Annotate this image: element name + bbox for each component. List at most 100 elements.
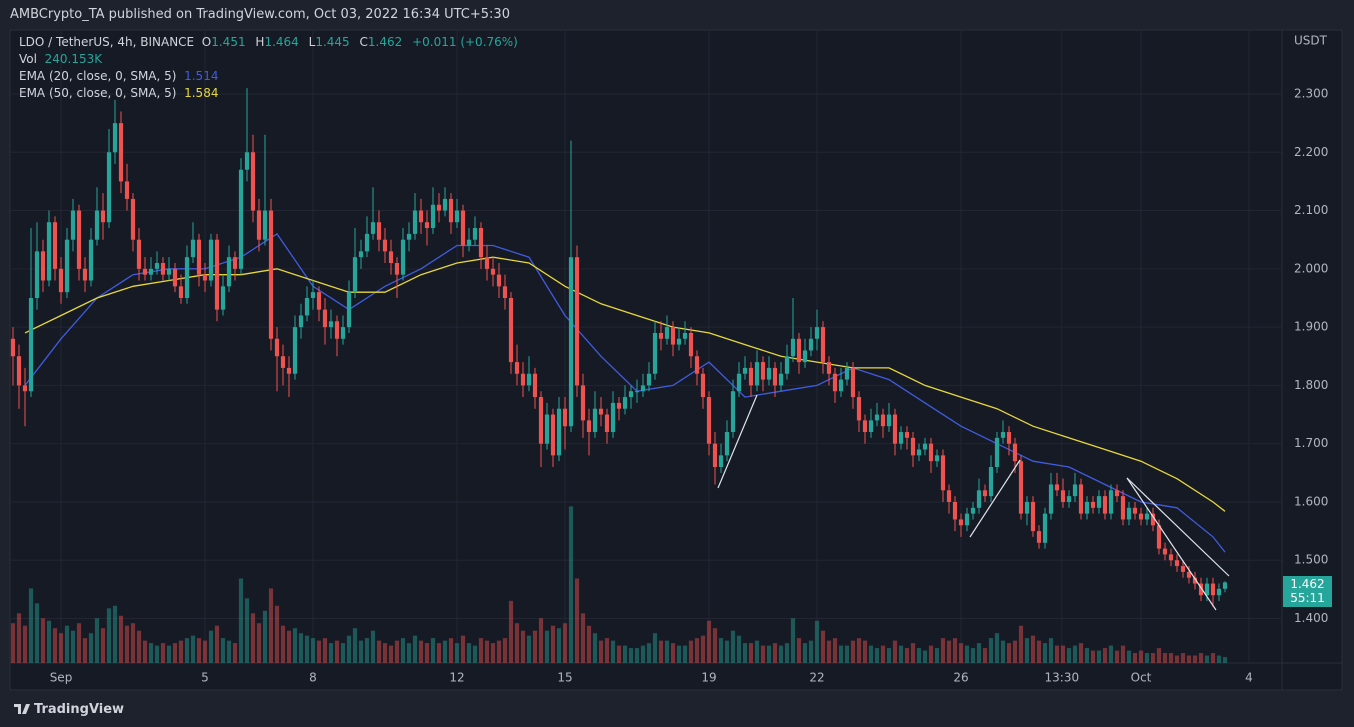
candle-body: [268, 210, 274, 339]
candle-body: [880, 414, 886, 427]
volume-bar: [772, 643, 778, 663]
volume-bar: [268, 588, 274, 663]
candle-body: [310, 292, 316, 298]
volume-bar: [1216, 655, 1222, 663]
candle-body: [1072, 484, 1078, 497]
candle-body: [202, 274, 208, 281]
x-tick-label: 22: [809, 671, 824, 685]
candle-body: [376, 222, 382, 240]
volume-bar: [598, 640, 604, 663]
candle-body: [292, 327, 298, 374]
candle-body: [592, 408, 598, 433]
volume-bar: [754, 640, 760, 663]
candle-body: [100, 210, 106, 223]
volume-bar: [1222, 657, 1228, 663]
candle-body: [256, 210, 262, 240]
candle-body: [316, 292, 322, 310]
volume-bar: [394, 640, 400, 663]
candle-body: [112, 123, 118, 153]
volume-bar: [1072, 645, 1078, 663]
y-tick-label: 1.700: [1294, 436, 1328, 450]
volume-bar: [202, 640, 208, 663]
volume-bar: [1102, 648, 1108, 663]
last-price-badge: 1.462 55:11: [1283, 576, 1332, 607]
candle-body: [64, 239, 70, 293]
candle-body: [28, 297, 34, 392]
candle-body: [70, 210, 76, 240]
volume-bar: [760, 645, 766, 663]
candle-body: [562, 408, 568, 427]
candle-body: [964, 513, 970, 526]
candle-body: [1156, 525, 1162, 549]
candle-body: [748, 367, 754, 386]
candle-body: [952, 501, 958, 520]
candle-body: [658, 332, 664, 339]
countdown: 55:11: [1290, 591, 1325, 605]
volume-bar: [310, 638, 316, 663]
volume-bar: [538, 618, 544, 663]
volume-bar: [10, 623, 16, 663]
candle-body: [1114, 490, 1120, 497]
volume-bar: [82, 638, 88, 663]
x-tick-label: 13:30: [1045, 671, 1080, 685]
volume-bar: [346, 635, 352, 663]
candle-body: [1018, 461, 1024, 514]
volume-bar: [928, 645, 934, 663]
candle-body: [10, 338, 16, 357]
candle-body: [460, 210, 466, 246]
volume-bar: [658, 640, 664, 663]
candle-body: [778, 373, 784, 386]
volume-bar: [232, 643, 238, 663]
volume-bar: [88, 633, 94, 663]
x-tick-label: 5: [201, 671, 209, 685]
volume-bar: [910, 643, 916, 663]
candle-body: [862, 420, 868, 433]
volume-bar: [526, 635, 532, 663]
candle-body: [148, 268, 154, 275]
x-tick-label: Sep: [50, 671, 73, 685]
candle-body: [352, 257, 358, 293]
candle-body: [676, 338, 682, 345]
volume-bar: [418, 640, 424, 663]
candle-body: [1174, 560, 1180, 567]
candle-body: [382, 239, 388, 252]
volume-bar: [478, 638, 484, 663]
volume-bar: [1150, 653, 1156, 663]
candle-body: [790, 338, 796, 357]
candle-body: [88, 239, 94, 281]
volume-bar: [424, 643, 430, 663]
candle-body: [436, 204, 442, 211]
candle-body: [580, 385, 586, 421]
candle-body: [520, 373, 526, 386]
x-tick-label: 4: [1245, 671, 1253, 685]
vol-value: 240.153K: [44, 52, 103, 66]
volume-bar: [340, 643, 346, 663]
y-tick-label: 1.600: [1294, 494, 1328, 508]
candle-body: [118, 123, 124, 182]
volume-bar: [472, 645, 478, 663]
volume-bar: [868, 645, 874, 663]
candle-body: [1198, 583, 1204, 596]
candle-body: [364, 233, 370, 252]
volume-bar: [304, 635, 310, 663]
volume-bar: [742, 643, 748, 663]
footer: TradingView: [34, 702, 125, 717]
candle-body: [640, 385, 646, 392]
volume-bar: [136, 630, 142, 663]
volume-bar: [334, 640, 340, 663]
candle-body: [412, 210, 418, 234]
volume-bar: [826, 640, 832, 663]
y-tick-label: 2.200: [1294, 145, 1328, 159]
candle-body: [754, 362, 760, 386]
candle-body: [712, 443, 718, 467]
candle-body: [394, 263, 400, 275]
l-value: 1.445: [315, 35, 350, 49]
legend-symbol: LDO / TetherUS, 4h, BINANCE O1.451 H1.46…: [19, 35, 524, 49]
legend-ema20: EMA (20, close, 0, SMA, 5) 1.514: [19, 69, 218, 83]
candle-body: [628, 391, 634, 398]
x-tick-label: 12: [449, 671, 464, 685]
candle-body: [514, 362, 520, 374]
volume-bar: [1192, 655, 1198, 663]
volume-bar: [766, 645, 772, 663]
volume-bar: [856, 638, 862, 663]
